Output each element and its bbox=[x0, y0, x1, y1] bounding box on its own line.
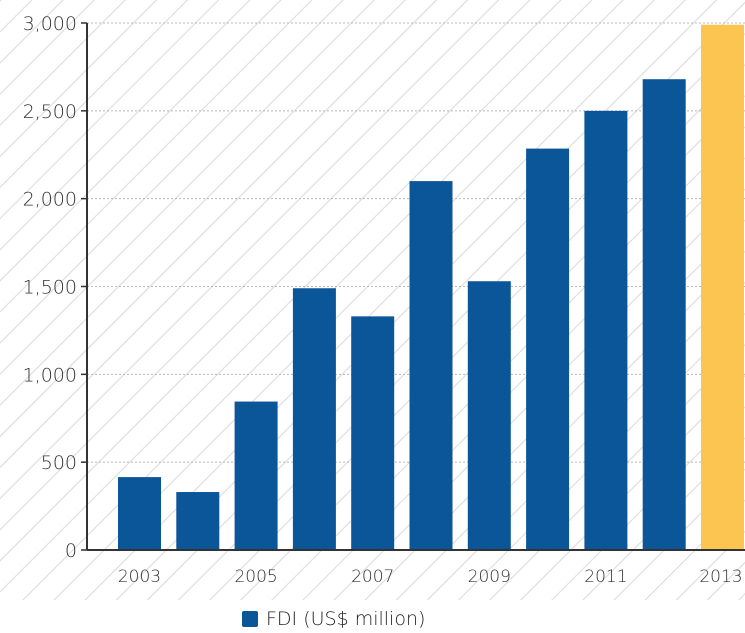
bar bbox=[642, 79, 686, 551]
bar bbox=[584, 110, 628, 550]
legend: FDI (US$ million) bbox=[242, 608, 425, 630]
legend-swatch bbox=[242, 611, 258, 627]
x-tick-label: 2003 bbox=[118, 567, 161, 587]
y-tick-label: 3,000 bbox=[23, 13, 77, 35]
bar bbox=[526, 148, 570, 550]
y-tick-label: 2,000 bbox=[23, 189, 77, 211]
x-tick-label: 2009 bbox=[468, 567, 511, 587]
y-tick-label: 500 bbox=[41, 452, 77, 474]
bar bbox=[176, 492, 220, 550]
bar bbox=[409, 181, 453, 550]
bar bbox=[118, 477, 161, 550]
bar bbox=[701, 24, 744, 551]
bar bbox=[351, 316, 395, 550]
x-tick-label: 2007 bbox=[351, 567, 394, 587]
bar bbox=[292, 288, 336, 550]
x-tick-label: 2011 bbox=[584, 567, 627, 587]
y-tick-label: 1,500 bbox=[23, 277, 77, 299]
y-tick-label: 0 bbox=[65, 540, 77, 562]
x-tick-label: 2005 bbox=[234, 567, 277, 587]
bar bbox=[234, 401, 278, 550]
bar-chart: 0 500 1,000 1,500 2,000 2,500 3,000 2003 2005 200… bbox=[0, 0, 745, 600]
y-tick-label: 2,500 bbox=[23, 101, 77, 123]
x-tick-label: 2013 bbox=[699, 567, 742, 587]
bar bbox=[467, 281, 511, 550]
y-tick-label: 1,000 bbox=[23, 364, 77, 386]
legend-label: FDI (US$ million) bbox=[266, 608, 426, 630]
